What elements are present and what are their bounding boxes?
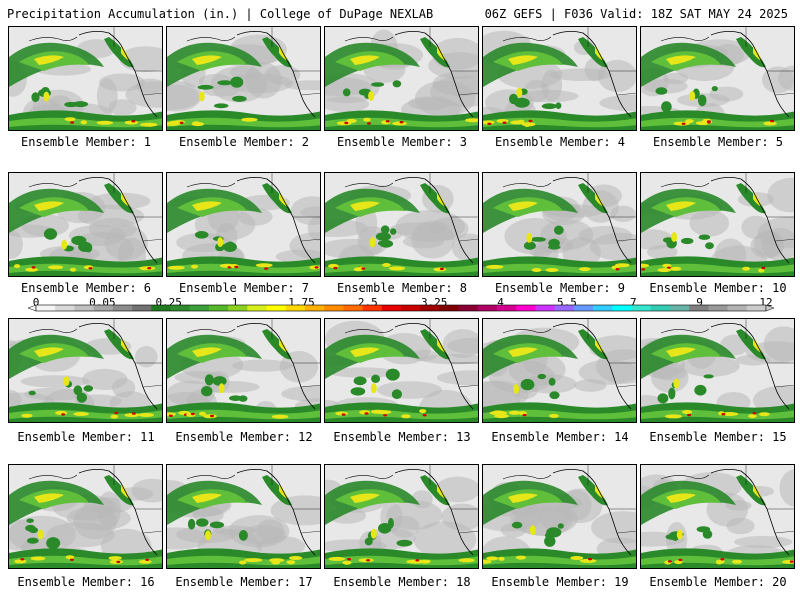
legend-swatch — [516, 305, 536, 311]
ensemble-member-label-4: Ensemble Member: 4 — [494, 135, 626, 149]
ensemble-member-label-17: Ensemble Member: 17 — [175, 575, 313, 589]
legend-swatch — [132, 305, 152, 311]
legend-swatch — [401, 305, 421, 311]
ensemble-member-map-7 — [166, 172, 321, 277]
ensemble-member-map-4 — [482, 26, 637, 131]
legend-tick-label: 1 — [231, 296, 239, 309]
ensemble-member-label-6: Ensemble Member: 6 — [20, 281, 152, 295]
ensemble-member-map-6 — [8, 172, 163, 277]
legend-swatch — [650, 305, 671, 311]
legend-swatch — [420, 305, 440, 311]
legend-swatch — [689, 305, 709, 311]
legend-swatch — [151, 305, 171, 311]
precip-color-legend: 0 0.05 0.25 1 1.75 2.5 3.25 4 5.5 7 9 12 — [0, 296, 800, 318]
legend-swatch — [381, 305, 402, 311]
ensemble-member-map-19 — [482, 464, 637, 569]
legend-tick-label: 4 — [497, 296, 504, 309]
legend-swatch — [593, 305, 613, 311]
legend-swatch — [669, 305, 690, 311]
ensemble-member-map-12 — [166, 318, 321, 423]
ensemble-member-label-12: Ensemble Member: 12 — [175, 430, 313, 444]
legend-low-arrow — [27, 304, 37, 312]
legend-high-arrow — [765, 304, 775, 312]
legend-swatch — [573, 305, 594, 311]
legend-swatch — [477, 305, 498, 311]
ensemble-member-map-9 — [482, 172, 637, 277]
ensemble-member-map-11 — [8, 318, 163, 423]
legend-swatch — [439, 305, 459, 311]
ensemble-member-map-18 — [324, 464, 479, 569]
legend-swatch — [170, 305, 190, 311]
ensemble-member-map-1 — [8, 26, 163, 131]
ensemble-member-label-8: Ensemble Member: 8 — [336, 281, 468, 295]
ensemble-member-label-10: Ensemble Member: 10 — [649, 281, 787, 295]
ensemble-member-label-18: Ensemble Member: 18 — [333, 575, 471, 589]
legend-swatch — [497, 305, 517, 311]
ensemble-member-label-14: Ensemble Member: 14 — [491, 430, 629, 444]
legend-swatch — [247, 305, 267, 311]
ensemble-member-label-9: Ensemble Member: 9 — [494, 281, 626, 295]
ensemble-member-map-16 — [8, 464, 163, 569]
ensemble-member-map-20 — [640, 464, 795, 569]
legend-swatch — [208, 305, 229, 311]
ensemble-member-map-8 — [324, 172, 479, 277]
ensemble-member-label-7: Ensemble Member: 7 — [178, 281, 310, 295]
legend-swatch — [324, 305, 344, 311]
legend-swatch — [746, 305, 767, 311]
ensemble-member-map-5 — [640, 26, 795, 131]
legend-swatch — [112, 305, 133, 311]
ensemble-member-map-10 — [640, 172, 795, 277]
legend-swatch — [708, 305, 728, 311]
ensemble-member-label-19: Ensemble Member: 19 — [491, 575, 629, 589]
ensemble-member-map-3 — [324, 26, 479, 131]
ensemble-member-label-20: Ensemble Member: 20 — [649, 575, 787, 589]
ensemble-member-map-2 — [166, 26, 321, 131]
ensemble-member-label-15: Ensemble Member: 15 — [649, 430, 787, 444]
legend-swatch — [631, 305, 652, 311]
legend-color-bar — [27, 304, 775, 312]
ensemble-member-map-15 — [640, 318, 795, 423]
legend-swatch — [55, 305, 75, 311]
run-valid-time: 06Z GEFS | F036 Valid: 18Z SAT MAY 24 20… — [484, 7, 788, 21]
legend-swatch — [362, 305, 383, 311]
ensemble-member-label-16: Ensemble Member: 16 — [17, 575, 155, 589]
legend-swatch — [189, 305, 210, 311]
legend-swatch — [93, 305, 114, 311]
legend-swatch — [343, 305, 363, 311]
legend-swatch — [304, 305, 325, 311]
legend-tick-label: 7 — [629, 296, 637, 309]
ensemble-member-label-1: Ensemble Member: 1 — [20, 135, 152, 149]
legend-swatch — [266, 305, 287, 311]
ensemble-member-label-5: Ensemble Member: 5 — [652, 135, 784, 149]
legend-swatch — [554, 305, 575, 311]
legend-swatch — [458, 305, 479, 311]
legend-swatch — [285, 305, 306, 311]
legend-swatch — [74, 305, 94, 311]
ensemble-member-map-17 — [166, 464, 321, 569]
ensemble-member-map-14 — [482, 318, 637, 423]
legend-swatch — [535, 305, 555, 311]
ensemble-member-label-2: Ensemble Member: 2 — [178, 135, 310, 149]
legend-tick-label: 9 — [696, 296, 703, 309]
legend-tick-label: 0 — [32, 296, 40, 309]
ensemble-member-label-13: Ensemble Member: 13 — [333, 430, 471, 444]
legend-swatch — [36, 305, 56, 311]
ensemble-member-label-3: Ensemble Member: 3 — [336, 135, 468, 149]
legend-swatch — [228, 305, 248, 311]
legend-swatch — [727, 305, 748, 311]
ensemble-member-map-13 — [324, 318, 479, 423]
map-title: Precipitation Accumulation (in.) | Colle… — [7, 7, 434, 21]
legend-swatch — [612, 305, 632, 311]
ensemble-member-label-11: Ensemble Member: 11 — [17, 430, 155, 444]
